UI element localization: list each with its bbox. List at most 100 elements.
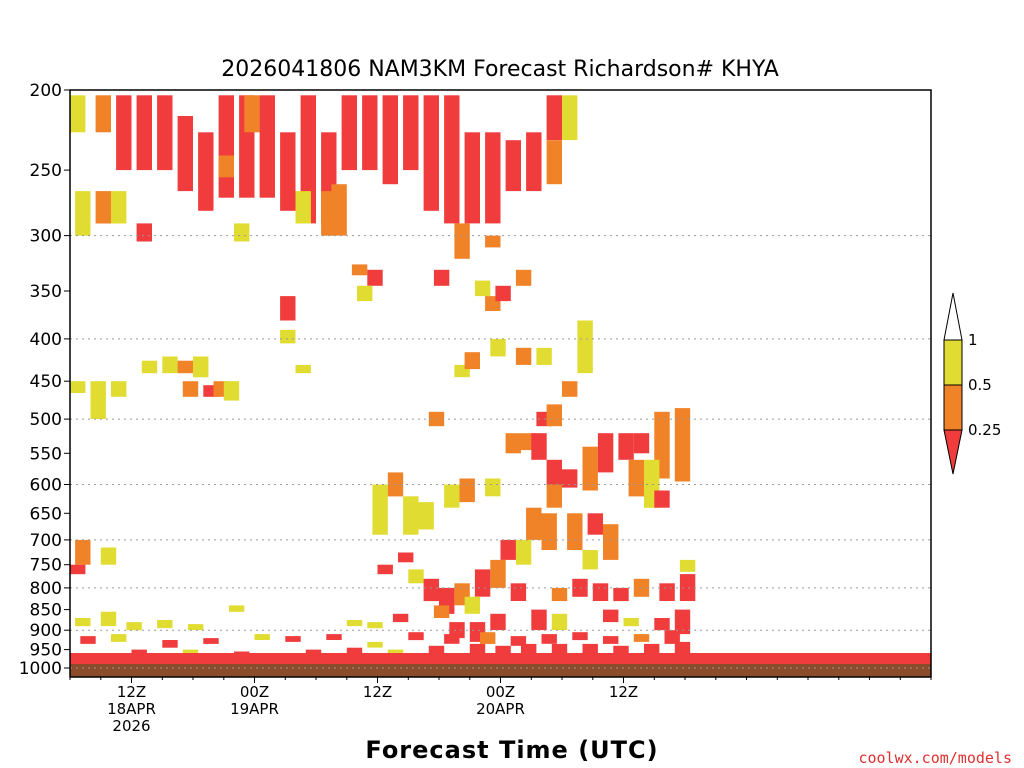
ri-cell-11	[259, 95, 275, 198]
ri-cell-138	[654, 618, 670, 631]
ri-cell-28	[546, 140, 562, 185]
ri-cell-108	[423, 578, 439, 602]
ri-cell-102	[75, 539, 91, 565]
colorbar-label-2: 0.25	[968, 421, 1001, 439]
ri-cell-146	[326, 634, 342, 640]
ri-cell-24	[485, 235, 501, 248]
x-axis-label: Forecast Time (UTC)	[365, 736, 658, 764]
ri-cell-97	[459, 478, 475, 503]
y-tick-label-750: 750	[30, 556, 62, 576]
chart-title: 2026041806 NAM3KM Forecast Richardson# K…	[221, 57, 779, 82]
x-tick-label-1-0: 00Z	[240, 683, 269, 701]
colorbar-label-0: 1	[968, 331, 978, 349]
ri-cell-57	[70, 381, 86, 393]
ri-cell-113	[551, 587, 568, 602]
ri-cell-105	[377, 564, 393, 575]
ri-cell-123	[126, 622, 142, 631]
ri-cell-162	[387, 649, 404, 656]
ri-cell-20	[423, 95, 439, 211]
cells-layer	[70, 95, 696, 658]
ri-cell-161	[346, 647, 363, 656]
colorbar-segment-lt-0.25	[943, 429, 963, 475]
ri-cell-79	[633, 433, 650, 454]
ri-cell-54	[203, 385, 219, 397]
ri-cell-139	[674, 609, 691, 635]
ri-cell-111	[464, 596, 480, 614]
ri-cell-88	[567, 513, 583, 550]
ri-cell-65	[536, 347, 552, 365]
ri-cell-144	[254, 634, 270, 640]
ri-cell-10	[244, 95, 260, 133]
ri-cell-136	[603, 609, 619, 623]
ri-cell-86	[515, 539, 532, 565]
ri-cell-40	[433, 269, 450, 286]
ri-cell-44	[495, 285, 511, 302]
ri-cell-85	[526, 507, 542, 540]
ri-cell-119	[679, 574, 696, 601]
x-tick-label-0-2: 2026	[112, 717, 150, 735]
ri-cell-133	[490, 613, 506, 631]
y-tick-label-950: 950	[30, 641, 62, 661]
ri-cell-128	[367, 622, 383, 629]
ri-cell-169	[613, 645, 629, 656]
ri-cell-125	[187, 624, 204, 631]
ri-cell-160	[305, 649, 322, 657]
ri-cell-69	[577, 320, 593, 374]
ri-cell-166	[521, 643, 537, 656]
ri-cell-96	[444, 484, 460, 508]
ri-cell-76	[582, 446, 598, 491]
surface-layer-band	[70, 653, 931, 664]
ri-cell-82	[628, 459, 644, 497]
ri-cell-121	[75, 618, 91, 627]
ri-cell-70	[505, 433, 521, 454]
ri-cell-39	[357, 285, 373, 302]
colorbar-segment-0.5-1	[943, 339, 963, 386]
ri-cell-46	[280, 296, 296, 321]
ri-cell-18	[382, 95, 398, 185]
ri-cell-19	[403, 95, 419, 171]
y-axis: 200 250 300 350 400 450 500 550 600 650 700 750 8008…	[19, 81, 70, 679]
ri-cell-26	[526, 132, 542, 192]
ri-cell-158	[182, 649, 199, 656]
ri-cell-106	[398, 552, 414, 563]
ri-cell-74	[546, 484, 562, 508]
colorbar-legend: 1 0.5 0.25	[943, 292, 1001, 475]
ri-cell-48	[295, 364, 311, 374]
ri-cell-73	[546, 459, 562, 485]
ri-cell-25	[505, 140, 521, 192]
y-tick-label-900: 900	[30, 621, 62, 641]
ri-cell-163	[428, 645, 445, 656]
ri-cell-168	[582, 643, 598, 656]
y-tick-label-350: 350	[30, 282, 62, 302]
ri-cell-154	[603, 636, 619, 644]
ri-cell-52	[193, 356, 209, 378]
ri-cell-72	[531, 433, 547, 460]
ri-cell-153	[572, 632, 588, 641]
ri-cell-8	[218, 155, 234, 178]
ri-cell-142	[162, 640, 178, 648]
ri-cell-31	[95, 191, 111, 224]
ri-cell-4	[157, 95, 173, 171]
ri-cell-23	[485, 132, 501, 224]
ri-cell-118	[659, 583, 675, 601]
y-tick-label-300: 300	[30, 227, 62, 247]
ri-cell-22	[464, 132, 480, 224]
ri-cell-152	[541, 634, 557, 644]
y-tick-label-200: 200	[30, 81, 62, 101]
ri-cell-81	[674, 408, 691, 482]
x-tick-label-4-0: 12Z	[609, 683, 638, 701]
ri-cell-157	[131, 649, 147, 657]
ri-cell-90	[603, 524, 619, 560]
ri-cell-78	[618, 433, 634, 460]
ri-cell-150	[480, 632, 496, 644]
ri-cell-6	[198, 132, 214, 211]
ri-cell-64	[515, 347, 532, 365]
ri-cell-53	[182, 381, 199, 397]
ri-cell-32	[111, 191, 127, 224]
y-tick-label-550: 550	[30, 444, 62, 464]
ri-cell-42	[474, 280, 491, 297]
ri-cell-156	[664, 630, 680, 644]
ri-cell-35	[295, 191, 311, 224]
